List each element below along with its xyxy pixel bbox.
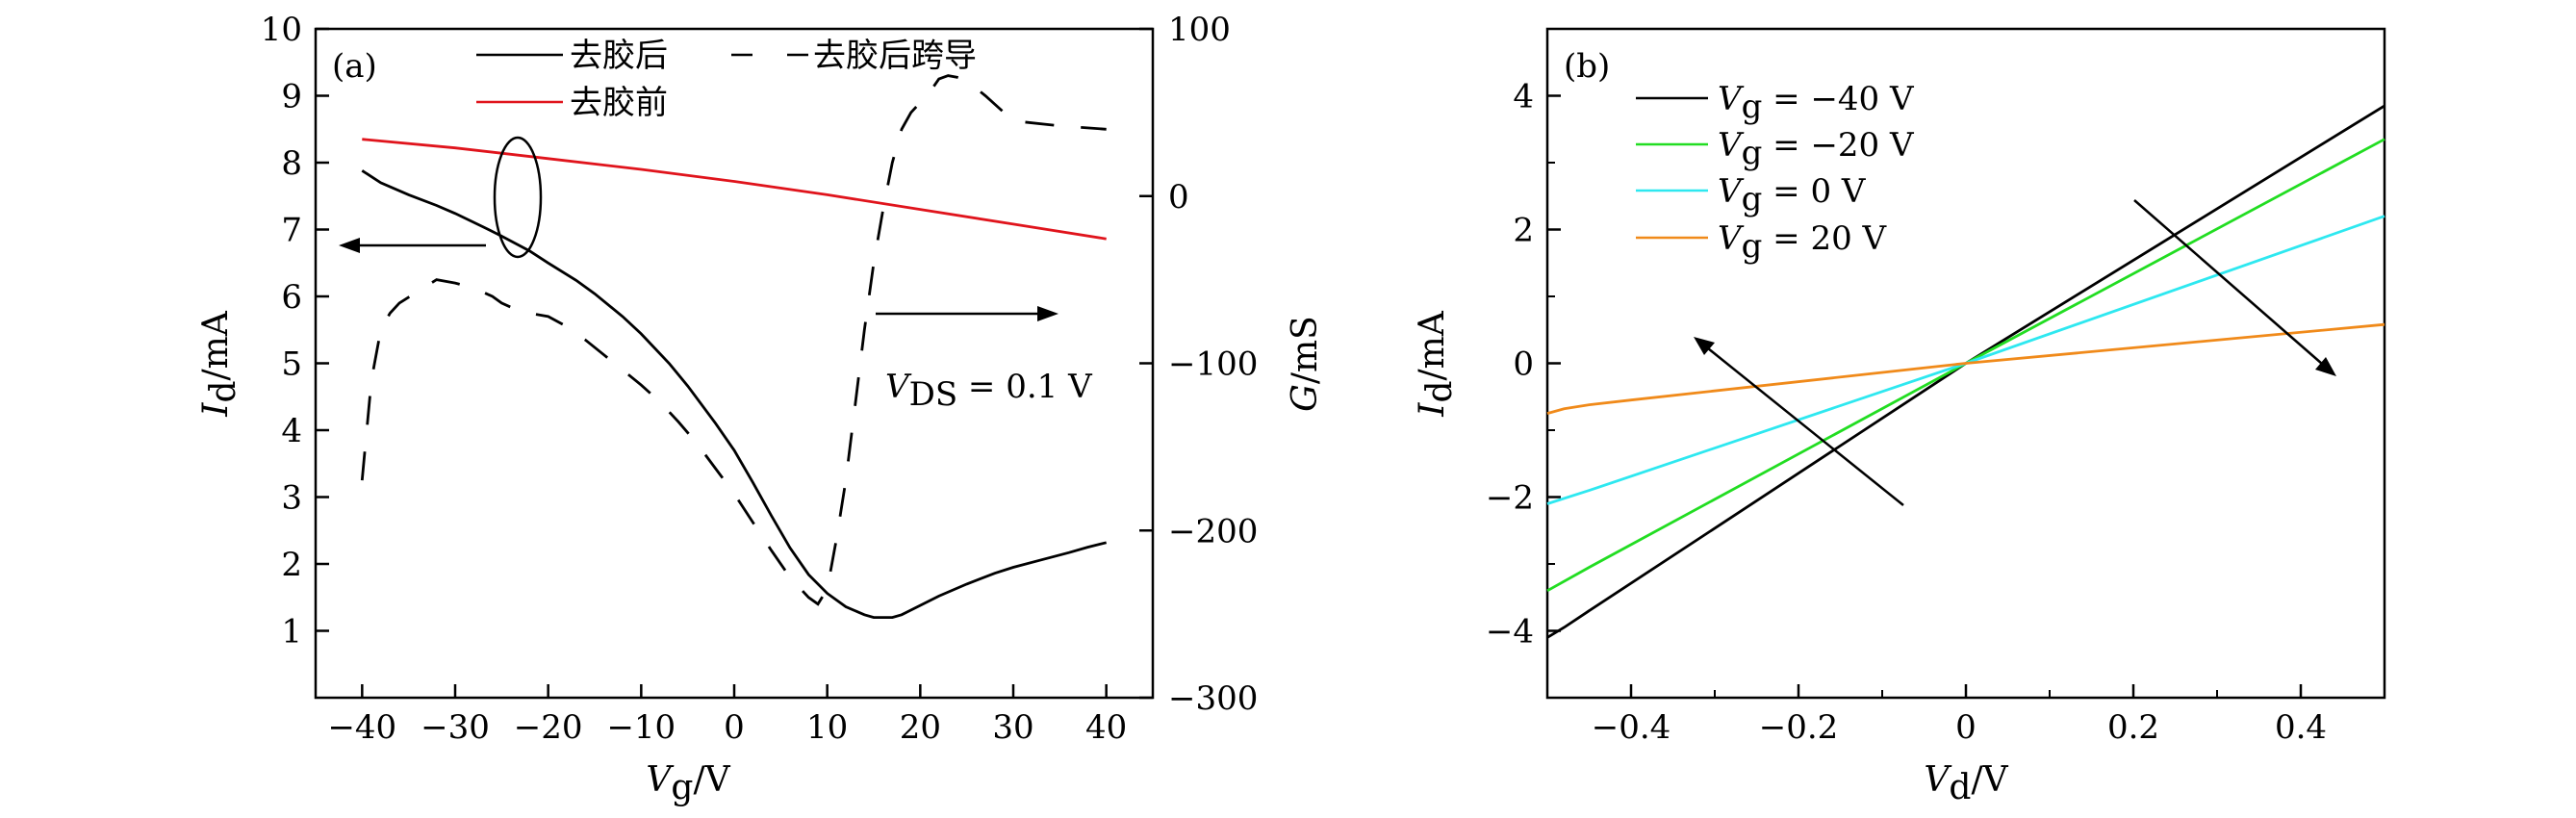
x-tick-label-b: −0.4	[1592, 708, 1671, 747]
x-tick-label-b: 0.2	[2107, 708, 2159, 747]
y-tick-label-right-a: −200	[1168, 512, 1258, 550]
x-tick-label-a: −10	[606, 708, 676, 747]
x-tick-label-a: −30	[421, 708, 490, 747]
y-tick-label-left-a: 1	[281, 613, 302, 652]
panel-label-a: (a)	[332, 47, 377, 86]
y-ticks-b: −4 −2 0 2 4	[1486, 28, 1561, 699]
x-tick-label-a: 40	[1085, 708, 1127, 747]
series-group-a	[360, 74, 1108, 619]
series-line-b-3	[1546, 322, 2385, 415]
series-line-b-1	[1546, 138, 2385, 593]
y-tick-label-left-a: 8	[281, 144, 302, 183]
y-axis-title-b: Id/mA	[1413, 310, 1460, 418]
legend-label-vg-0: Vg = 0 V	[1718, 172, 1867, 218]
y-tick-label-right-a: −100	[1168, 345, 1258, 384]
x-tick-label-a: 0	[724, 708, 745, 747]
plot-frame-a	[314, 27, 1155, 700]
x-tick-label-a: −20	[514, 708, 583, 747]
legend-b: Vg = −40 V Vg = −20 V Vg = 0 V Vg = 20 V	[1636, 80, 1915, 266]
curve-group-ellipse	[493, 136, 543, 259]
y-tick-label-b: 4	[1513, 78, 1534, 116]
y-tick-label-left-a: 10	[261, 11, 302, 49]
legend-label-vg-neg40: Vg = −40 V	[1718, 80, 1915, 126]
legend-label-vg-20: Vg = 20 V	[1718, 219, 1888, 266]
panel-b: −0.4 −0.2 0 0.2 0.4 −4 −2 0 2 4 (b) Vg = −40 V V…	[1413, 27, 2386, 807]
x-ticks-a: −40 −30 −20 −10 0 10 20 30 40	[327, 684, 1127, 747]
y-tick-label-left-a: 3	[281, 479, 302, 518]
legend-label-before-removal: 去胶前	[570, 84, 668, 122]
x-ticks-b: −0.4 −0.2 0 0.2 0.4	[1546, 684, 2385, 747]
x-axis-title-b: Vd/V	[1924, 760, 2008, 807]
series-line-b-0	[1546, 104, 2385, 639]
right-axis-arrow	[876, 306, 1058, 321]
x-tick-label-b: −0.2	[1759, 708, 1839, 747]
series-line-b-2	[1546, 215, 2385, 505]
x-tick-label-a: 20	[900, 708, 941, 747]
y-ticks-right-a: −300 −200 −100 0 100	[1139, 11, 1258, 718]
x-tick-label-a: 10	[806, 708, 848, 747]
y-tick-label-left-a: 7	[281, 212, 302, 250]
series-group-b	[1546, 104, 2385, 639]
y-tick-label-b: −2	[1486, 479, 1534, 518]
y-tick-label-right-a: −300	[1168, 679, 1258, 718]
y-tick-label-left-a: 4	[281, 412, 302, 450]
y-tick-label-left-a: 2	[281, 546, 302, 584]
y-tick-label-left-a: 6	[281, 278, 302, 317]
trend-arrow-lower-left	[1694, 337, 1904, 506]
y-tick-label-b: 0	[1513, 345, 1534, 384]
y-ticks-left-a: 1 2 3 4 5 6 7 8 9 10	[261, 11, 329, 652]
left-axis-arrow	[339, 238, 486, 253]
y-tick-label-b: −4	[1486, 613, 1534, 652]
y-axis-title-right-a: G/mS	[1286, 316, 1325, 412]
legend-a: 去胶后 去胶后跨导 去胶前	[476, 37, 977, 122]
series-line-a-1	[360, 74, 1107, 606]
x-tick-label-b: 0.4	[2275, 708, 2327, 747]
x-tick-label-a: −40	[327, 708, 396, 747]
x-tick-label-b: 0	[1955, 708, 1977, 747]
trend-arrow-upper-right	[2133, 199, 2336, 376]
vds-annotation: VDS = 0.1 V	[885, 368, 1093, 414]
x-axis-title-a: Vg/V	[646, 760, 730, 807]
panel-label-b: (b)	[1564, 47, 1610, 86]
y-tick-label-right-a: 0	[1168, 178, 1189, 217]
series-line-a-2	[362, 138, 1107, 241]
y-tick-label-left-a: 5	[281, 345, 302, 384]
legend-label-transconductance: 去胶后跨导	[813, 37, 977, 75]
y-tick-label-b: 2	[1513, 212, 1534, 250]
legend-label-after-removal: 去胶后	[570, 37, 668, 75]
y-tick-label-left-a: 9	[281, 78, 302, 116]
series-line-a-0	[361, 169, 1108, 619]
legend-label-vg-neg20: Vg = −20 V	[1718, 126, 1915, 172]
y-axis-title-left-a: Id/mA	[196, 310, 243, 418]
x-tick-label-a: 30	[992, 708, 1033, 747]
y-tick-label-right-a: 100	[1168, 11, 1231, 49]
